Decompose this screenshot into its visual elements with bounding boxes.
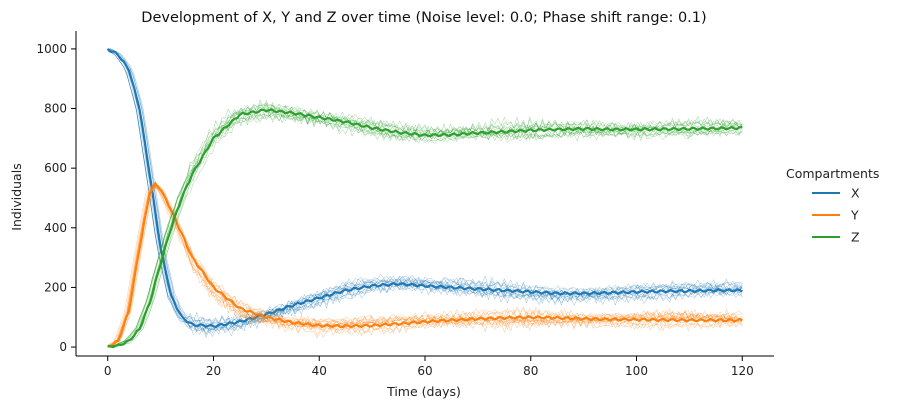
x-tick-label: 80 — [523, 364, 538, 378]
series-x-run — [107, 50, 743, 324]
series-y-run — [107, 182, 743, 347]
x-tick-label: 60 — [417, 364, 432, 378]
series-y-run — [107, 185, 743, 348]
series-x — [106, 48, 743, 339]
series-y — [107, 181, 743, 348]
x-tick-label: 100 — [625, 364, 648, 378]
series-z — [107, 99, 743, 349]
series-z-run — [107, 103, 743, 348]
y-tick-label: 800 — [44, 102, 67, 116]
legend-label-y: Y — [850, 208, 859, 223]
series-y-run — [107, 186, 743, 347]
series-x-line — [106, 48, 743, 329]
y-tick-label: 200 — [44, 280, 67, 294]
series-x-run — [107, 48, 743, 335]
series-z-line — [107, 108, 743, 349]
chart-title: Development of X, Y and Z over time (Noi… — [141, 10, 706, 26]
y-tick-label: 1000 — [36, 42, 67, 56]
series-z-run — [107, 103, 743, 348]
x-axis-label: Time (days) — [386, 384, 461, 399]
x-tick-label: 40 — [312, 364, 327, 378]
legend: Compartments XYZ — [786, 166, 879, 245]
series-layer — [106, 48, 743, 349]
series-x-run — [107, 48, 743, 328]
series-x-run — [107, 48, 743, 333]
series-x-run — [107, 50, 743, 335]
y-tick-label: 600 — [44, 161, 67, 175]
series-z-run — [107, 112, 743, 348]
series-x-run — [107, 48, 743, 328]
legend-label-z: Z — [851, 230, 860, 245]
y-tick-label: 400 — [44, 221, 67, 235]
y-tick-label: 0 — [59, 340, 67, 354]
series-x-run — [107, 50, 743, 339]
series-z-run — [107, 109, 743, 347]
series-z-run — [107, 106, 743, 348]
axes: 0 20 40 60 80 100 120 0 200 400 600 800 1000 — [36, 31, 774, 378]
series-y-run — [107, 186, 743, 348]
series-y-line — [107, 181, 743, 348]
x-ticks: 0 20 40 60 80 100 120 — [104, 356, 754, 378]
series-x-run — [107, 49, 743, 332]
series-y-run — [107, 186, 743, 348]
x-tick-label: 0 — [104, 364, 112, 378]
y-ticks: 0 200 400 600 800 1000 — [36, 42, 76, 354]
x-tick-label: 120 — [731, 364, 754, 378]
y-axis-label: Individuals — [9, 163, 24, 230]
series-z-run — [107, 103, 743, 348]
series-z-run — [107, 99, 743, 347]
series-x-run — [107, 48, 743, 325]
legend-label-x: X — [851, 186, 860, 201]
x-tick-label: 20 — [206, 364, 221, 378]
legend-entries: XYZ — [812, 186, 860, 245]
legend-title: Compartments — [786, 166, 879, 181]
series-x-run — [107, 48, 743, 331]
